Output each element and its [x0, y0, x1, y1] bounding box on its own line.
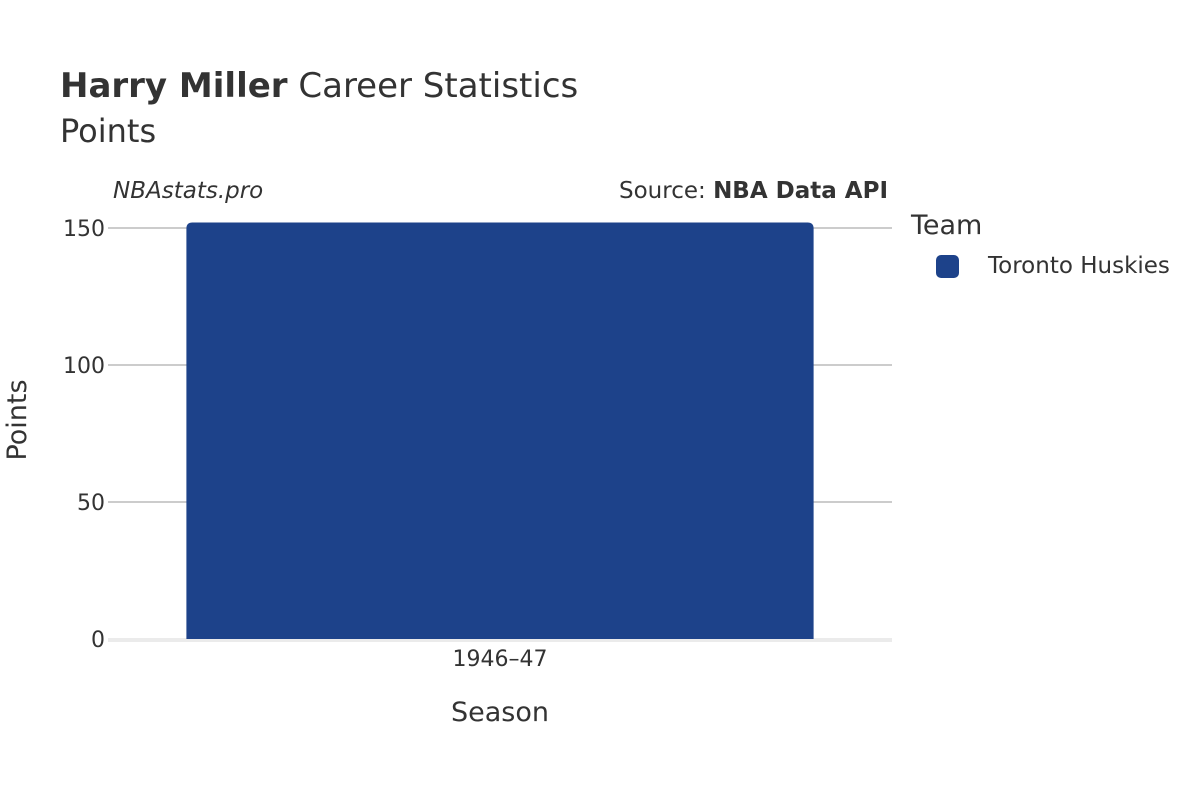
- axes: 0 50 100 150 1946–47: [63, 217, 547, 672]
- watermark: NBAstats.pro: [113, 178, 264, 204]
- legend-title: Team: [911, 210, 983, 241]
- title-rest: Career Statistics: [287, 66, 579, 106]
- y-axis-title: Points: [2, 379, 33, 460]
- bar[interactable]: [186, 222, 814, 639]
- legend-swatch: [936, 254, 959, 278]
- chart-subtitle: Points: [60, 112, 157, 150]
- source-prefix: Source:: [619, 178, 714, 204]
- legend-item-toronto-huskies[interactable]: Toronto Huskies: [936, 253, 1170, 279]
- x-tick-label: 1946–47: [453, 647, 548, 672]
- y-tick-label: 100: [63, 354, 105, 379]
- source-name: NBA Data API: [713, 178, 888, 204]
- legend-label: Toronto Huskies: [988, 253, 1170, 279]
- y-tick-label: 0: [91, 628, 105, 653]
- chart-title: Harry Miller Career Statistics: [60, 66, 578, 106]
- y-tick-label: 150: [63, 217, 105, 242]
- source-credit: Source: NBA Data API: [619, 178, 888, 204]
- player-name: Harry Miller: [60, 66, 288, 106]
- bars: [186, 222, 814, 639]
- y-tick-label: 50: [77, 491, 105, 516]
- x-axis-title: Season: [451, 697, 549, 728]
